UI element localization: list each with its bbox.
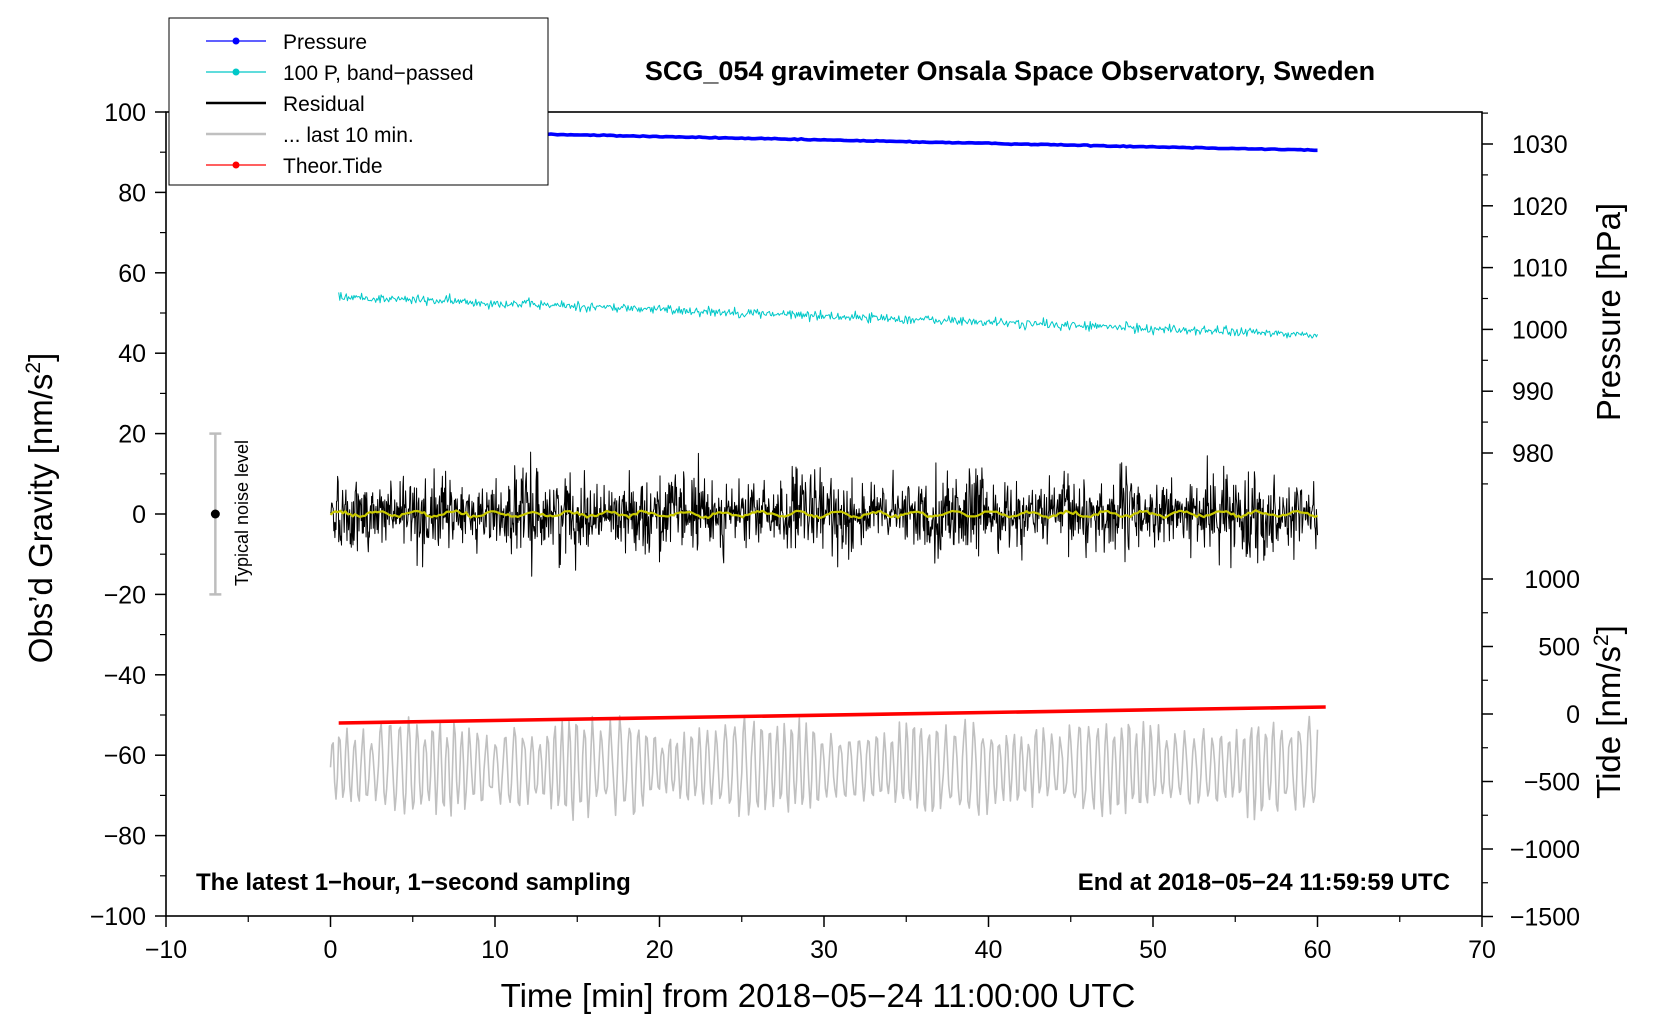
x-tick-label: 10 (481, 936, 509, 964)
residual-line (330, 451, 1318, 577)
x-tick-label: 70 (1468, 936, 1496, 964)
legend-marker (232, 68, 240, 76)
x-tick-label: 30 (810, 936, 838, 964)
tide-tick-label: 1000 (1524, 566, 1580, 594)
x-tick-label: −10 (145, 936, 187, 964)
pressure-tick-label: 1010 (1512, 255, 1568, 283)
tide-tick-label: 500 (1538, 634, 1580, 662)
last-10-min-line (329, 714, 1319, 821)
noise-level-indicator: Typical noise level (209, 432, 252, 596)
y-tick-label: 20 (118, 421, 146, 449)
legend-label: Residual (283, 93, 365, 116)
tide-tick-label: 0 (1566, 701, 1580, 729)
chart-title: SCG_054 gravimeter Onsala Space Observat… (645, 56, 1375, 86)
legend-label: Theor.Tide (283, 155, 383, 178)
legend-marker (232, 37, 240, 45)
band-passed-pressure-line (338, 292, 1318, 339)
y-tick-label: 80 (118, 179, 146, 207)
pressure-tick-label: 980 (1512, 440, 1554, 468)
y-tick-label: 40 (118, 340, 146, 368)
noise-level-label: Typical noise level (232, 440, 252, 586)
tide-tick-label: −500 (1524, 769, 1580, 797)
y-tick-label: −100 (90, 903, 146, 931)
chart-axes: −10 0 10 20 30 40 50 60 70−100−80−60−40−20020406… (90, 99, 1580, 964)
y-tick-label: 100 (104, 99, 146, 127)
legend-marker (232, 161, 240, 169)
y-axis-label-pressure: Pressure [hPa] (1590, 203, 1627, 421)
legend-label: ... last 10 min. (283, 124, 414, 147)
x-tick-label: 40 (975, 936, 1003, 964)
tide-tick-label: −1500 (1510, 904, 1580, 932)
x-tick-label: 60 (1304, 936, 1332, 964)
x-tick-label: 50 (1139, 936, 1167, 964)
y-axis-label-gravity: Obs’d Gravity [nm/s2] (22, 353, 59, 664)
annotation-sampling: The latest 1−hour, 1−second sampling (196, 869, 631, 896)
legend-label: 100 P, band−passed (283, 62, 474, 85)
pressure-tick-label: 990 (1512, 378, 1554, 406)
pressure-tick-label: 1020 (1512, 193, 1568, 221)
noise-center-dot (210, 509, 220, 519)
chart-series (329, 128, 1326, 821)
y-tick-label: −80 (104, 823, 146, 851)
x-axis-label: Time [min] from 2018−05−24 11:00:00 UTC (501, 977, 1136, 1014)
pressure-tick-label: 1000 (1512, 316, 1568, 344)
legend-box (168, 17, 549, 186)
legend: Pressure 100 P, band−passed Residual ... la… (168, 17, 549, 186)
tide-line (338, 705, 1326, 725)
y-tick-label: −20 (104, 581, 146, 609)
y-tick-label: 0 (132, 501, 146, 529)
tide-tick-label: −1000 (1510, 836, 1580, 864)
y-tick-label: −40 (104, 662, 146, 690)
residual-smoothed-line (329, 509, 1319, 520)
legend-label: Pressure (283, 31, 367, 54)
annotation-end-time: End at 2018−05−24 11:59:59 UTC (1078, 869, 1450, 896)
pressure-tick-label: 1030 (1512, 131, 1568, 159)
y-axis-label-tide: Tide [nm/s2] (1590, 625, 1627, 799)
x-tick-label: 0 (324, 936, 338, 964)
x-tick-label: 20 (646, 936, 674, 964)
y-tick-label: 60 (118, 260, 146, 288)
y-tick-label: −60 (104, 742, 146, 770)
